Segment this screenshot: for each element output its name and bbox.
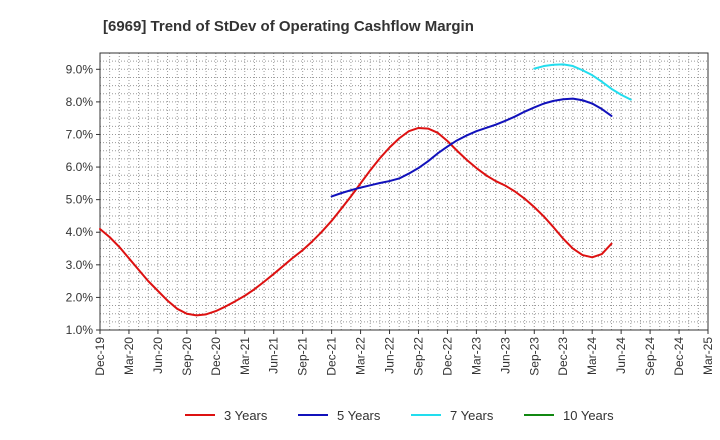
- y-tick-label: 1.0%: [66, 323, 94, 337]
- x-tick-label: Dec-23: [556, 337, 570, 376]
- series-lines: [99, 63, 632, 317]
- x-tick-label: Mar-21: [238, 337, 252, 375]
- x-axis: Dec-19 Mar-20 Jun-20 Sep-20 Dec-20 Mar-21 Jun-…: [93, 330, 715, 376]
- x-tick-label: Dec-24: [672, 337, 686, 376]
- x-tick-label: Sep-21: [296, 337, 310, 376]
- series-line-5-years: [330, 97, 613, 198]
- plot-area: [99, 52, 709, 331]
- x-tick-label: Jun-20: [151, 337, 165, 374]
- y-axis: 1.0% 2.0% 3.0% 4.0% 5.0% 6.0% 7.0% 8.0% 9.0%: [66, 62, 100, 337]
- y-tick-label: 6.0%: [66, 160, 94, 174]
- x-tick-label: Mar-25: [701, 337, 715, 375]
- y-tick-label: 3.0%: [66, 258, 94, 272]
- legend-label-3-years: 3 Years: [224, 408, 268, 423]
- x-tick-label: Dec-22: [440, 337, 454, 376]
- x-tick-label: Mar-23: [469, 337, 483, 375]
- y-tick-label: 5.0%: [66, 193, 94, 207]
- x-tick-label: Dec-20: [209, 337, 223, 376]
- x-tick-label: Sep-23: [527, 337, 541, 376]
- y-tick-label: 2.0%: [66, 290, 94, 304]
- x-tick-label: Sep-24: [643, 337, 657, 376]
- y-tick-label: 4.0%: [66, 225, 94, 239]
- x-tick-label: Dec-19: [93, 337, 107, 376]
- series-line-7-years: [533, 63, 632, 101]
- x-tick-label: Mar-22: [354, 337, 368, 375]
- y-tick-label: 7.0%: [66, 127, 94, 141]
- chart-title: [6969] Trend of StDev of Operating Cashf…: [103, 18, 474, 35]
- x-tick-label: Sep-22: [411, 337, 425, 376]
- grid: [99, 52, 709, 331]
- x-tick-label: Jun-24: [614, 337, 628, 374]
- x-tick-label: Jun-22: [383, 337, 397, 374]
- y-tick-label: 8.0%: [66, 95, 94, 109]
- x-tick-label: Dec-21: [325, 337, 339, 376]
- y-tick-label: 9.0%: [66, 62, 94, 76]
- legend-label-10-years: 10 Years: [563, 408, 614, 423]
- legend-label-5-years: 5 Years: [337, 408, 381, 423]
- x-tick-label: Sep-20: [180, 337, 194, 376]
- x-tick-label: Mar-20: [122, 337, 136, 375]
- x-tick-label: Mar-24: [585, 337, 599, 375]
- legend-label-7-years: 7 Years: [450, 408, 494, 423]
- legend: 3 Years 5 Years 7 Years 10 Years: [185, 408, 614, 423]
- x-tick-label: Jun-23: [498, 337, 512, 374]
- x-tick-label: Jun-21: [267, 337, 281, 374]
